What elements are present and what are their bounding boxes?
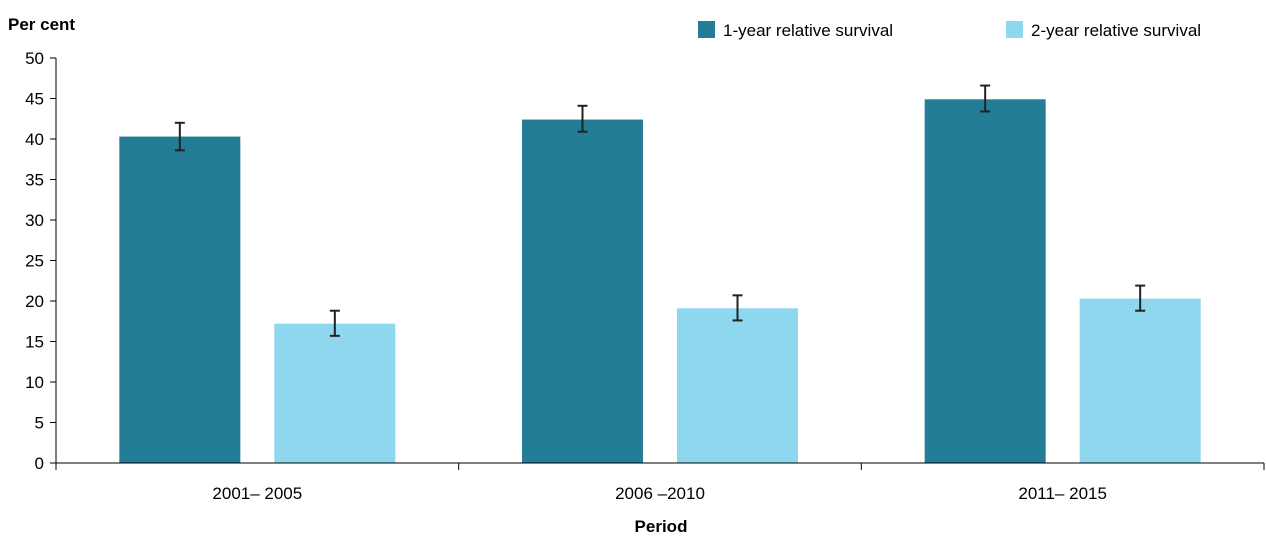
- bars-group: [119, 84, 1201, 463]
- y-tick-label: 10: [25, 373, 44, 392]
- legend-swatch-2: [1006, 21, 1023, 38]
- bar-s1-3: [924, 99, 1046, 463]
- x-axis-title: Period: [635, 517, 688, 536]
- y-tick-label: 45: [25, 90, 44, 109]
- y-tick-label: 50: [25, 49, 44, 68]
- y-tick-label: 35: [25, 171, 44, 190]
- bar-s1-1: [119, 136, 241, 463]
- legend-label-2: 2-year relative survival: [1031, 21, 1201, 40]
- y-axis-title: Per cent: [8, 15, 75, 34]
- bar-s2-1: [274, 323, 396, 463]
- y-tick-label: 20: [25, 292, 44, 311]
- bar-s2-2: [677, 308, 798, 463]
- bar-s2-3: [1079, 298, 1201, 463]
- y-tick-label: 15: [25, 333, 44, 352]
- x-tick-label: 2006 –2010: [615, 484, 705, 503]
- legend: 1-year relative survival 2-year relative …: [698, 21, 1201, 40]
- x-tick-label: 2011– 2015: [1018, 484, 1107, 503]
- y-axis: 0 5 10 15 20 25 30 35 40 45 50: [25, 49, 57, 473]
- y-tick-label: 0: [35, 454, 44, 473]
- x-axis: 2001– 2005 2006 –2010 2011– 2015: [55, 462, 1265, 503]
- y-tick-label: 40: [25, 130, 44, 149]
- y-tick-label: 5: [35, 414, 44, 433]
- y-tick-label: 30: [25, 211, 44, 230]
- bar-s1-2: [522, 119, 643, 463]
- y-tick-label: 25: [25, 252, 44, 271]
- x-tick-label: 2001– 2005: [212, 484, 302, 503]
- legend-label-1: 1-year relative survival: [723, 21, 893, 40]
- legend-swatch-1: [698, 21, 715, 38]
